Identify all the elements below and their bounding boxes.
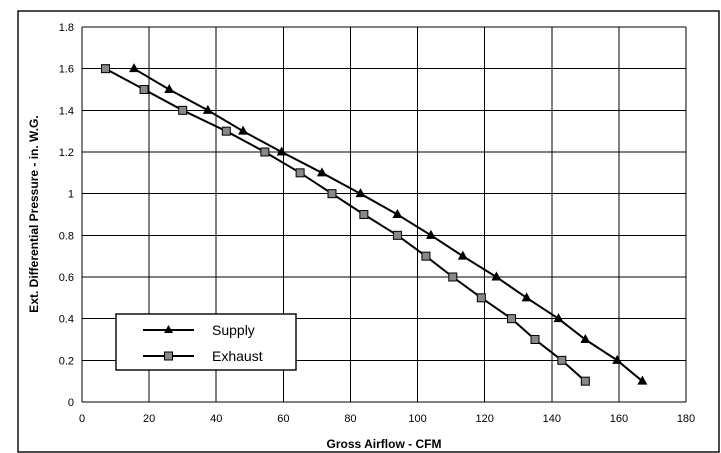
data-point-supply <box>425 229 436 239</box>
legend-supply-triangle-icon <box>164 325 173 333</box>
data-point-supply <box>457 250 468 260</box>
legend: Supply Exhaust <box>115 313 297 371</box>
plot-frame <box>17 10 720 453</box>
data-point-exhaust <box>421 251 431 261</box>
data-point-exhaust <box>392 230 402 240</box>
data-point-exhaust <box>557 355 567 365</box>
data-point-exhaust <box>221 126 231 136</box>
data-point-exhaust <box>260 147 270 157</box>
series-supply <box>129 63 648 385</box>
x-tick-label: 80 <box>344 413 356 425</box>
legend-box <box>115 313 297 371</box>
data-point-supply <box>164 84 175 93</box>
series-line-exhaust <box>105 67 586 382</box>
data-point-exhaust <box>580 376 590 386</box>
y-tick-label: 1.2 <box>59 147 74 159</box>
data-point-supply <box>202 104 213 114</box>
y-axis-label: Ext. Differential Pressure - in. W.G. <box>27 115 41 312</box>
x-tick-label: 20 <box>143 413 155 425</box>
data-point-supply <box>491 271 502 281</box>
y-tick-label: 1.4 <box>59 105 74 117</box>
x-tick-label: 60 <box>277 413 289 425</box>
x-tick-label: 120 <box>475 413 493 425</box>
data-point-supply <box>612 354 623 364</box>
data-point-exhaust <box>359 210 369 219</box>
data-point-supply <box>521 292 532 302</box>
legend-exhaust-square-icon <box>164 351 173 361</box>
y-tick-label: 0.2 <box>59 355 74 367</box>
data-point-supply <box>316 167 327 177</box>
data-point-exhaust <box>139 85 149 94</box>
x-tick-labels: 0 20 40 60 80 100 120 140 160 180 <box>79 413 695 425</box>
legend-exhaust-label: Exhaust <box>212 348 263 364</box>
data-point-supply <box>129 63 140 73</box>
data-point-supply <box>580 334 591 343</box>
series-group <box>100 63 648 386</box>
x-tick-label: 40 <box>210 413 222 425</box>
data-point-supply <box>637 375 648 385</box>
data-point-exhaust <box>295 168 305 178</box>
y-tick-label: 1 <box>68 189 74 201</box>
data-point-exhaust <box>178 105 188 115</box>
x-tick-label: 0 <box>79 413 85 425</box>
data-point-exhaust <box>507 314 517 324</box>
series-exhaust <box>100 64 590 386</box>
x-tick-label: 140 <box>543 413 561 425</box>
y-tick-labels: 0 0.2 0.4 0.6 0.8 1 1.2 1.4 1.6 1.8 <box>59 22 74 409</box>
data-point-exhaust <box>100 64 110 74</box>
data-point-supply <box>355 188 366 198</box>
data-point-exhaust <box>530 335 540 344</box>
y-tick-label: 0 <box>68 397 74 409</box>
data-point-supply <box>392 209 403 218</box>
y-tick-label: 0.4 <box>59 314 74 326</box>
x-tick-label: 160 <box>610 413 628 425</box>
x-tick-label: 180 <box>677 413 695 425</box>
y-tick-label: 0.8 <box>59 230 74 242</box>
data-point-exhaust <box>327 189 337 199</box>
data-point-supply <box>553 313 564 323</box>
data-point-supply <box>238 125 249 135</box>
data-point-exhaust <box>448 272 458 282</box>
y-tick-label: 1.8 <box>59 22 74 34</box>
y-tick-label: 1.6 <box>59 64 74 76</box>
series-line-supply <box>133 67 644 382</box>
data-point-exhaust <box>476 293 486 303</box>
data-point-supply <box>276 146 287 156</box>
x-axis-label: Gross Airflow - CFM <box>327 437 442 451</box>
legend-supply-label: Supply <box>212 322 255 338</box>
y-tick-label: 0.6 <box>59 272 74 284</box>
x-tick-label: 100 <box>408 413 426 425</box>
